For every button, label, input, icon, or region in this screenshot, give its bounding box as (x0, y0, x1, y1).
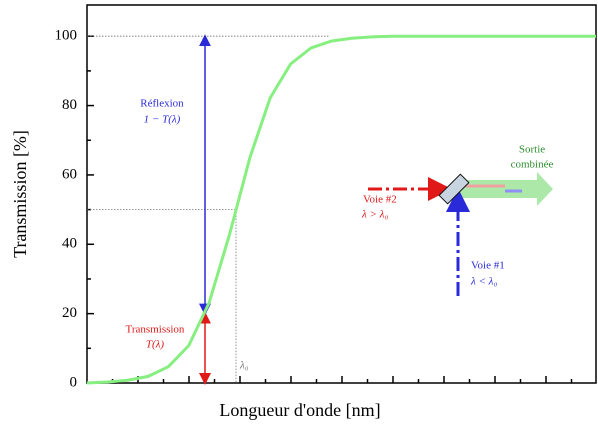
data-line (86, 34, 596, 385)
annotation: combinée (511, 159, 554, 171)
annotation: λ < λ₀ (470, 276, 497, 288)
y-tick-label: 80 (62, 97, 77, 113)
y-tick-label: 20 (62, 305, 77, 321)
x-axis-label: Longueur d'onde [nm] (219, 400, 380, 420)
annotation: Voie #1 (471, 260, 505, 272)
y-tick-label: 0 (70, 374, 78, 390)
annotation: Transmission (126, 324, 185, 336)
annotation: Réflexion (140, 98, 184, 110)
annotation: 1 − T(λ) (144, 114, 181, 126)
annotation: λ₀ (239, 360, 249, 372)
annotation: T(λ) (146, 339, 165, 351)
y-tick-label: 100 (55, 28, 78, 44)
annotation: Sortie (519, 144, 545, 156)
combiner-diagram (368, 172, 553, 296)
y-axis-label: Transmission [%] (10, 130, 30, 258)
annotation: λ > λ₀ (361, 209, 388, 221)
y-tick-label: 40 (62, 236, 77, 252)
annotation: Voie #2 (363, 194, 397, 206)
plot-area: 0 20 40 60 80 100 (55, 4, 597, 390)
y-tick-label: 60 (62, 166, 77, 182)
